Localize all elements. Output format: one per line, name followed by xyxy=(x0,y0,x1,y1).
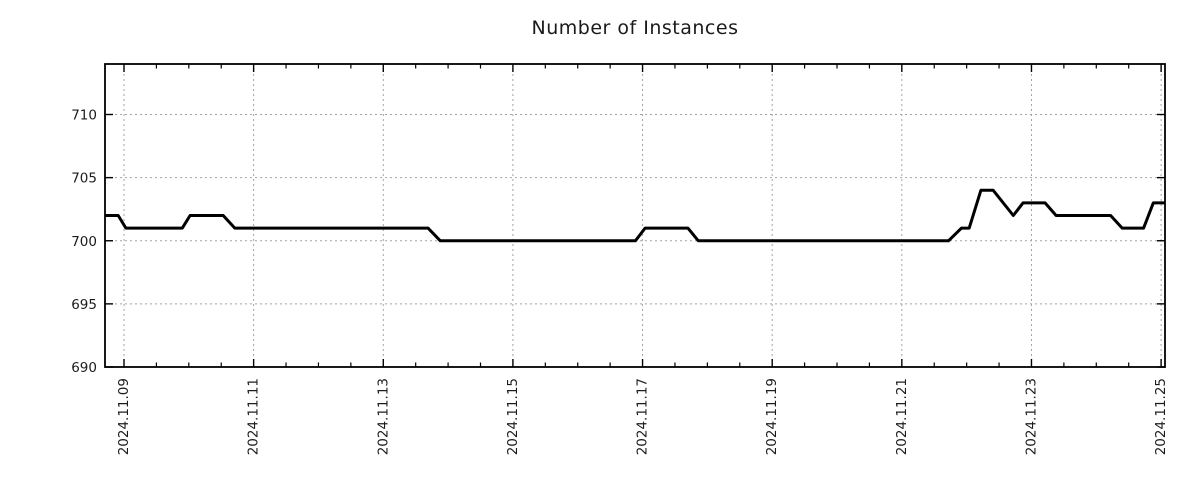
plot-border xyxy=(104,63,1166,368)
x-tick-label: 2024.11.11 xyxy=(246,378,262,455)
y-tick-label: 705 xyxy=(71,171,97,187)
y-tick-label: 690 xyxy=(71,360,97,376)
x-tick-label: 2024.11.23 xyxy=(1023,378,1039,455)
x-tick-label: 2024.11.25 xyxy=(1153,378,1169,455)
x-tick-label: 2024.11.09 xyxy=(116,378,132,455)
chart-title: Number of Instances xyxy=(531,17,739,39)
data-line-number-of-instances xyxy=(105,188,1165,243)
x-tick-label: 2024.11.21 xyxy=(894,378,910,455)
x-tick-label: 2024.11.13 xyxy=(375,378,391,455)
x-tick-label: 2024.11.19 xyxy=(764,378,780,455)
y-tick-label: 700 xyxy=(71,234,97,250)
y-tick-label: 695 xyxy=(71,297,97,313)
y-tick-label: 710 xyxy=(71,108,97,124)
x-tick-label: 2024.11.15 xyxy=(505,378,521,455)
x-tick-label: 2024.11.17 xyxy=(635,378,651,455)
